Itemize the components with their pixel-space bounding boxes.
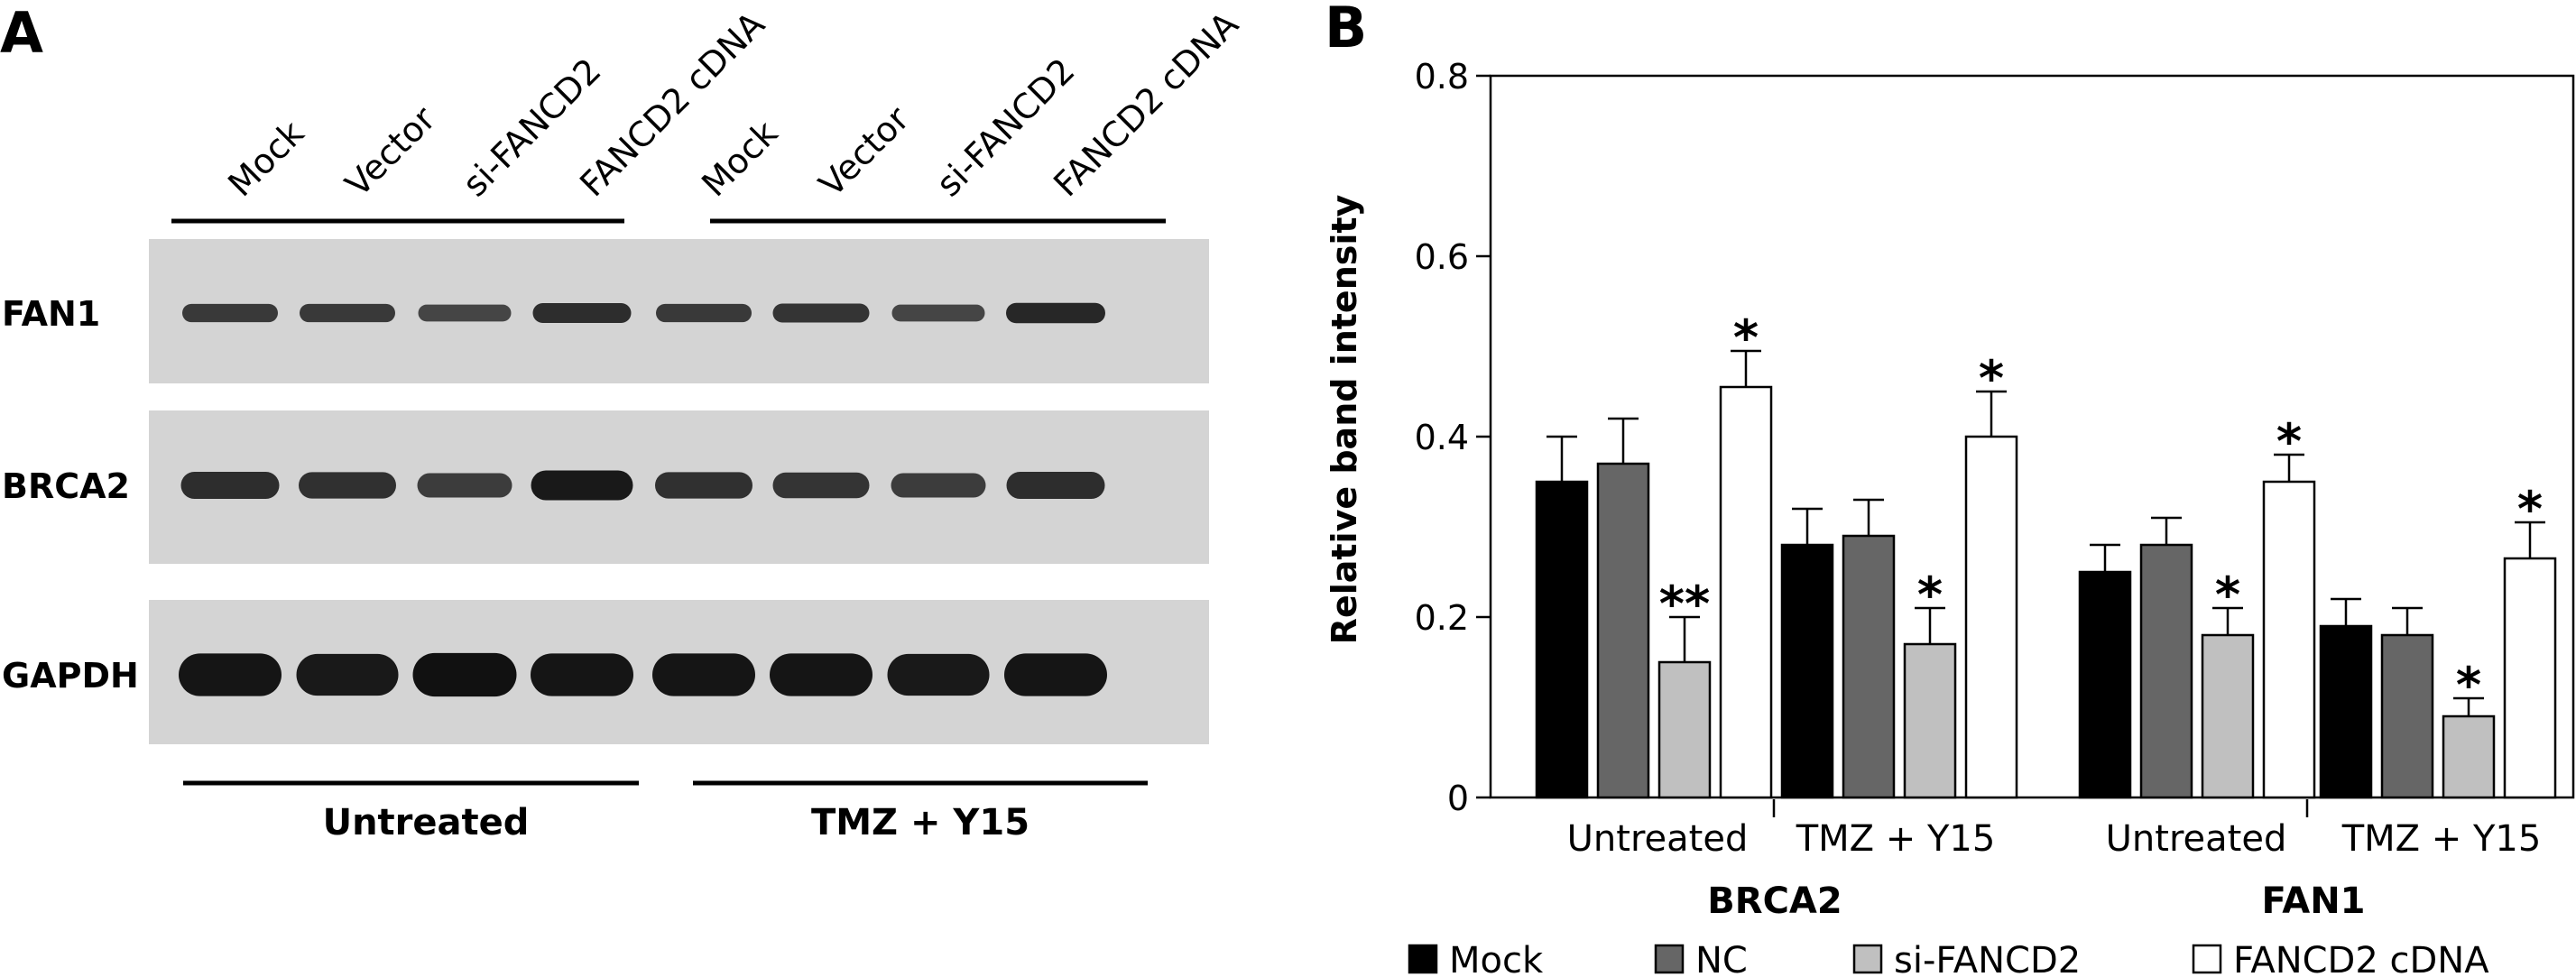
bar-nc — [2380, 633, 2434, 799]
band — [300, 303, 395, 323]
band — [179, 653, 282, 696]
bar-nc — [1596, 462, 1650, 799]
band — [891, 473, 986, 498]
x-group-label: FAN1 — [2262, 880, 2366, 922]
y-tick-label: 0.4 — [1415, 418, 1469, 457]
x-subgroup-label: TMZ + Y15 — [2341, 818, 2542, 860]
band — [652, 653, 755, 696]
bar-mock — [2319, 624, 2373, 799]
lane-label: FANCD2 cDNA — [1046, 5, 1246, 205]
significance-marker: * — [1733, 309, 1759, 366]
blot-row-fan1: FAN1 — [2, 239, 1209, 383]
band — [1004, 653, 1107, 696]
bar-mock — [1780, 543, 1834, 799]
bar-si-fancd2 — [2442, 714, 2496, 799]
band — [417, 473, 512, 498]
significance-marker: * — [2276, 413, 2302, 470]
bar-fancd2-cdna — [2262, 480, 2316, 799]
band — [772, 472, 870, 499]
x-subgroup-label: Untreated — [2106, 818, 2287, 860]
y-tick-label: 0.8 — [1415, 57, 1469, 97]
significance-marker: * — [2215, 567, 2240, 623]
significance-marker: ** — [1659, 576, 1710, 632]
significance-marker: * — [2517, 481, 2543, 538]
bar-si-fancd2 — [1657, 660, 1712, 799]
y-axis-ticks: 0 0.2 0.4 0.6 0.8 — [1415, 57, 1491, 818]
panel-a-letter: A — [0, 0, 43, 66]
band — [887, 653, 990, 696]
legend-label: Mock — [1449, 940, 1544, 977]
legend-swatch — [2192, 944, 2222, 974]
significance-marker: * — [1979, 350, 2004, 407]
band — [418, 304, 512, 322]
blot-row-gapdh: GAPDH — [2, 600, 1209, 744]
blot-rows: FAN1 BRCA2 GAPDH — [2, 239, 1209, 744]
lane-label: Vector — [337, 98, 443, 204]
band — [1006, 302, 1105, 324]
bar-si-fancd2 — [1903, 642, 1957, 799]
lane-label: Mock — [694, 113, 785, 204]
band — [412, 652, 517, 697]
band — [299, 472, 396, 499]
panel-b-letter: B — [1325, 0, 1367, 60]
row-label: BRCA2 — [2, 466, 130, 506]
bar-nc — [2139, 543, 2193, 799]
y-tick-label: 0.2 — [1415, 598, 1469, 638]
bar-nc — [1842, 534, 1896, 799]
legend: Mock NC si-FANCD2 FANCD2 cDNA — [1408, 940, 2489, 977]
bar-fancd2-cdna — [1719, 385, 1773, 799]
row-label: FAN1 — [2, 294, 100, 334]
group-label-tmz-y15: TMZ + Y15 — [811, 802, 1029, 843]
y-tick-label: 0 — [1447, 779, 1469, 818]
group-label-untreated: Untreated — [323, 802, 530, 843]
band — [656, 303, 752, 323]
band — [1006, 472, 1105, 499]
band — [531, 470, 633, 501]
band — [296, 653, 399, 696]
blot-row-brca2: BRCA2 — [2, 410, 1209, 564]
band — [891, 304, 985, 322]
legend-swatch — [1852, 944, 1883, 974]
y-axis-label: Relative band intensity — [1325, 194, 1364, 644]
bar-mock — [1535, 480, 1589, 799]
x-subgroup-label: TMZ + Y15 — [1796, 818, 1996, 860]
band — [531, 653, 633, 696]
band — [182, 303, 278, 323]
significance-marker: * — [1917, 567, 1943, 623]
band — [655, 472, 752, 499]
row-label: GAPDH — [2, 656, 139, 696]
x-axis-labels: Untreated TMZ + Y15 Untreated TMZ + Y15 BRCA… — [1567, 799, 2542, 922]
bar-si-fancd2 — [2201, 633, 2255, 799]
band — [532, 303, 632, 323]
lane-label: Mock — [220, 113, 311, 204]
significance-marker: * — [2456, 657, 2481, 714]
bar-mock — [2078, 570, 2132, 799]
lane-label: Vector — [811, 98, 917, 204]
x-group-label: BRCA2 — [1707, 880, 1842, 922]
bar-fancd2-cdna — [2503, 557, 2557, 799]
band — [180, 472, 280, 499]
panel-b-bar-chart: B Relative band intensity 00.20.40.60.8 … — [1325, 0, 2575, 977]
band — [770, 653, 873, 696]
bar-fancd2-cdna — [1964, 435, 2018, 799]
legend-label: si-FANCD2 — [1894, 940, 2081, 977]
legend-label: FANCD2 cDNA — [2233, 940, 2489, 977]
legend-label: NC — [1695, 940, 1748, 977]
band — [772, 303, 870, 323]
legend-swatch — [1408, 944, 1438, 974]
x-subgroup-label: Untreated — [1567, 818, 1749, 860]
legend-swatch — [1654, 944, 1685, 974]
y-tick-label: 0.6 — [1415, 237, 1469, 277]
bars: ** * ****** — [1535, 309, 2557, 799]
